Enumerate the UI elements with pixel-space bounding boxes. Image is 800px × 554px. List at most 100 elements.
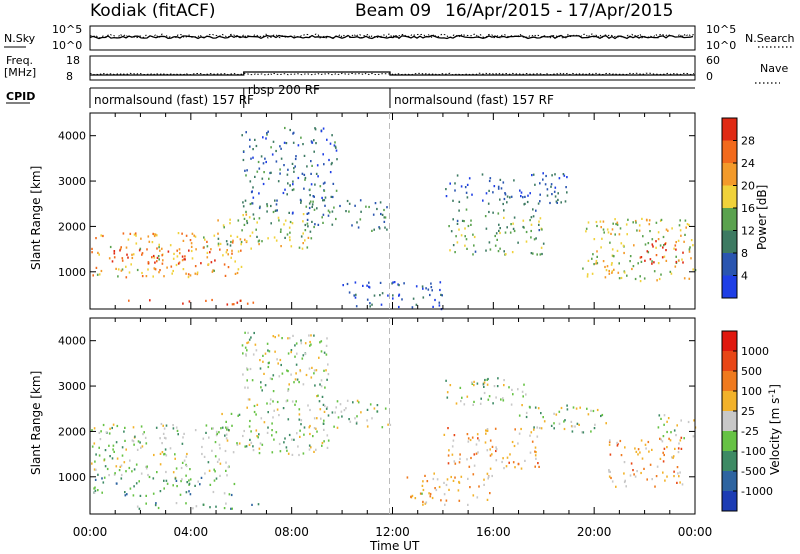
range-cell <box>531 440 534 443</box>
range-cell <box>181 478 183 481</box>
range-cell <box>608 443 611 446</box>
range-cell <box>451 445 454 448</box>
range-cell <box>596 250 598 253</box>
range-cell <box>226 243 229 246</box>
range-cell <box>534 406 537 409</box>
nave-line <box>89 72 695 76</box>
range-cell <box>669 439 672 442</box>
range-cell <box>534 454 537 457</box>
range-cell <box>185 491 188 494</box>
range-cell <box>438 485 441 489</box>
range-cell <box>216 432 218 436</box>
range-cell <box>498 223 500 226</box>
range-cell <box>380 303 383 306</box>
range-cell <box>125 265 127 268</box>
range-cell <box>227 253 229 256</box>
range-cell <box>524 195 526 198</box>
range-cell <box>639 275 641 278</box>
range-cell <box>282 191 285 195</box>
range-cell <box>313 334 315 337</box>
range-cell <box>302 220 304 223</box>
range-cell <box>135 482 138 485</box>
range-cell <box>438 304 441 307</box>
range-cell <box>468 177 471 180</box>
range-cell <box>381 213 384 216</box>
range-cell <box>273 409 275 412</box>
range-cell <box>535 209 537 212</box>
range-cell <box>660 273 662 276</box>
range-cell <box>244 199 247 202</box>
range-cell <box>483 381 486 384</box>
range-cell <box>616 223 619 226</box>
range-cell <box>248 216 251 219</box>
range-cell <box>692 268 694 271</box>
range-cell <box>153 234 156 238</box>
range-cell <box>316 395 318 398</box>
range-cell <box>256 221 258 224</box>
range-cell <box>651 448 653 451</box>
range-cell <box>482 199 484 202</box>
range-cell <box>217 237 220 240</box>
range-cell <box>324 386 326 389</box>
range-cell <box>384 226 386 229</box>
range-cell <box>469 486 471 489</box>
range-cell <box>639 256 642 259</box>
range-cell <box>188 300 191 303</box>
colorbar-swatch <box>722 331 737 352</box>
range-cell <box>272 374 275 377</box>
range-cell <box>424 502 427 505</box>
range-cell <box>663 423 665 426</box>
range-cell <box>323 410 326 413</box>
range-cell <box>615 485 617 488</box>
range-cell <box>615 222 617 226</box>
range-cell <box>241 344 244 347</box>
range-cell <box>629 474 632 477</box>
range-cell <box>100 269 103 273</box>
range-cell <box>360 210 362 213</box>
range-cell <box>456 241 459 244</box>
nave-label: Nave <box>760 62 788 75</box>
range-cell <box>535 237 537 240</box>
range-cell <box>529 434 531 437</box>
range-cell <box>570 420 573 423</box>
range-cell <box>517 463 520 466</box>
range-cell <box>659 244 662 247</box>
range-cell <box>113 256 116 259</box>
range-cell <box>485 432 487 435</box>
range-cell <box>633 473 635 476</box>
range-cell <box>245 445 248 448</box>
range-cell <box>318 400 321 403</box>
range-cell <box>684 219 687 222</box>
range-cell <box>464 235 466 238</box>
range-cell <box>448 225 450 228</box>
range-cell <box>502 399 505 402</box>
range-cell <box>517 241 519 244</box>
range-cell <box>310 334 312 337</box>
range-cell <box>154 504 157 507</box>
range-cell <box>294 165 296 168</box>
range-cell <box>312 195 315 198</box>
range-cell <box>267 365 270 369</box>
range-cell <box>190 245 193 248</box>
range-cell <box>166 482 169 485</box>
range-cell <box>178 248 181 251</box>
range-cell <box>465 208 468 211</box>
range-cell <box>362 284 364 287</box>
range-cell <box>189 239 192 242</box>
range-cell <box>309 188 311 191</box>
range-cell <box>497 377 499 380</box>
range-cell <box>249 180 252 183</box>
range-cell <box>640 439 643 442</box>
range-cell <box>466 196 469 199</box>
range-cell <box>438 301 441 304</box>
range-cell <box>122 232 125 235</box>
range-cell <box>383 220 386 223</box>
range-cell <box>180 466 183 470</box>
range-cell <box>274 209 277 212</box>
range-cell <box>379 294 381 297</box>
range-cell <box>486 472 489 475</box>
range-cell <box>366 425 369 428</box>
range-cell <box>335 217 337 221</box>
cpid-segment-label: rbsp 200 RF <box>248 83 320 97</box>
range-cell <box>563 174 566 177</box>
